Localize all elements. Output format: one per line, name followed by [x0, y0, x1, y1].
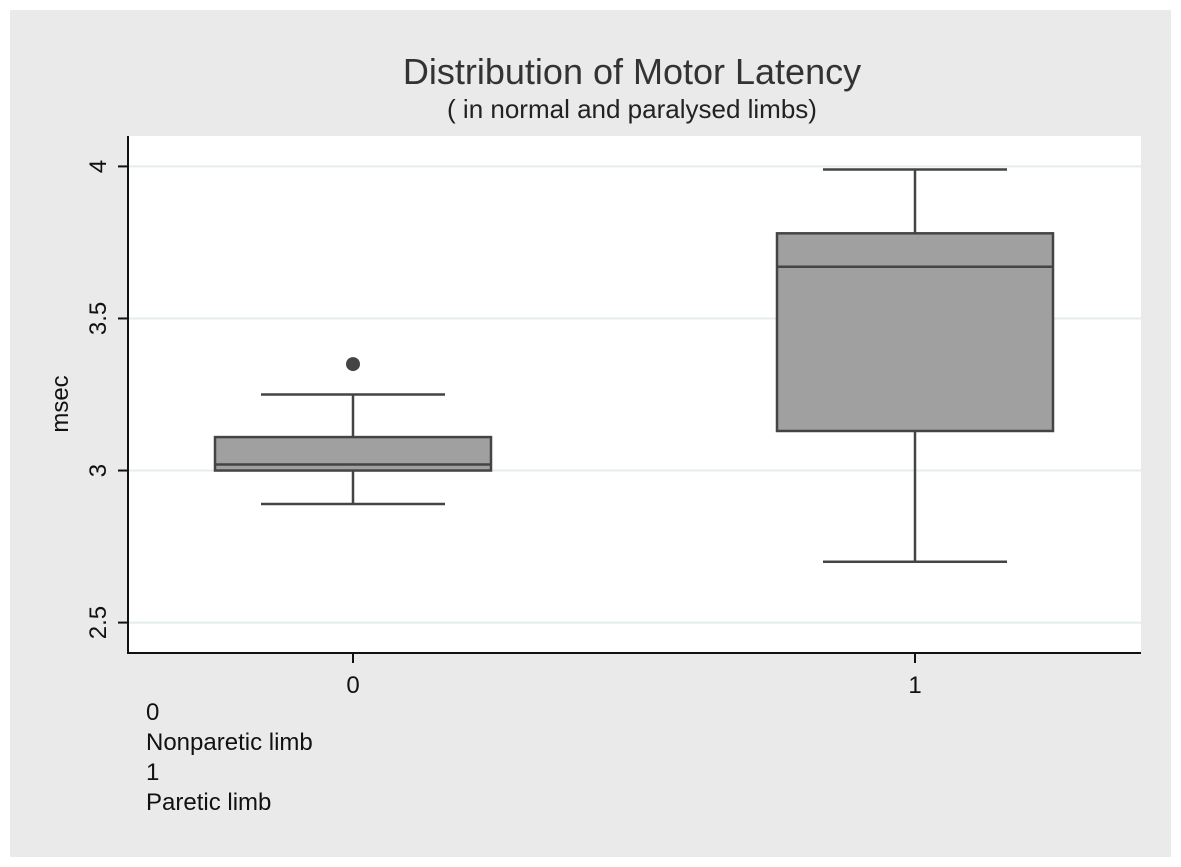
y-tick-label: 3	[85, 464, 112, 477]
x-tick-label: 1	[908, 672, 921, 699]
box-iqr	[775, 232, 1055, 433]
note-code-1: 1	[146, 759, 160, 786]
y-tick-label: 4	[85, 160, 112, 173]
note-label-1: Paretic limb	[146, 789, 272, 816]
y-axis-ticks: 2.5 3 3.5 4	[85, 160, 128, 639]
chart-frame: Distribution of Motor Latency ( in norma…	[10, 10, 1171, 857]
chart-subtitle: ( in normal and paralysed limbs)	[447, 94, 817, 124]
note-label-0: Nonparetic limb	[146, 729, 313, 756]
box-plot-chart: Distribution of Motor Latency ( in norma…	[47, 51, 1141, 699]
y-axis-label: msec	[47, 375, 74, 432]
note-code-0: 0	[146, 699, 160, 726]
chart-title: Distribution of Motor Latency	[403, 51, 861, 92]
box-0	[213, 357, 493, 506]
box-1	[775, 168, 1055, 564]
y-tick-label: 2.5	[85, 606, 112, 639]
x-tick-label: 0	[346, 672, 359, 699]
boxes	[213, 168, 1055, 564]
y-tick-label: 3.5	[85, 302, 112, 335]
outlier-point	[346, 357, 360, 372]
